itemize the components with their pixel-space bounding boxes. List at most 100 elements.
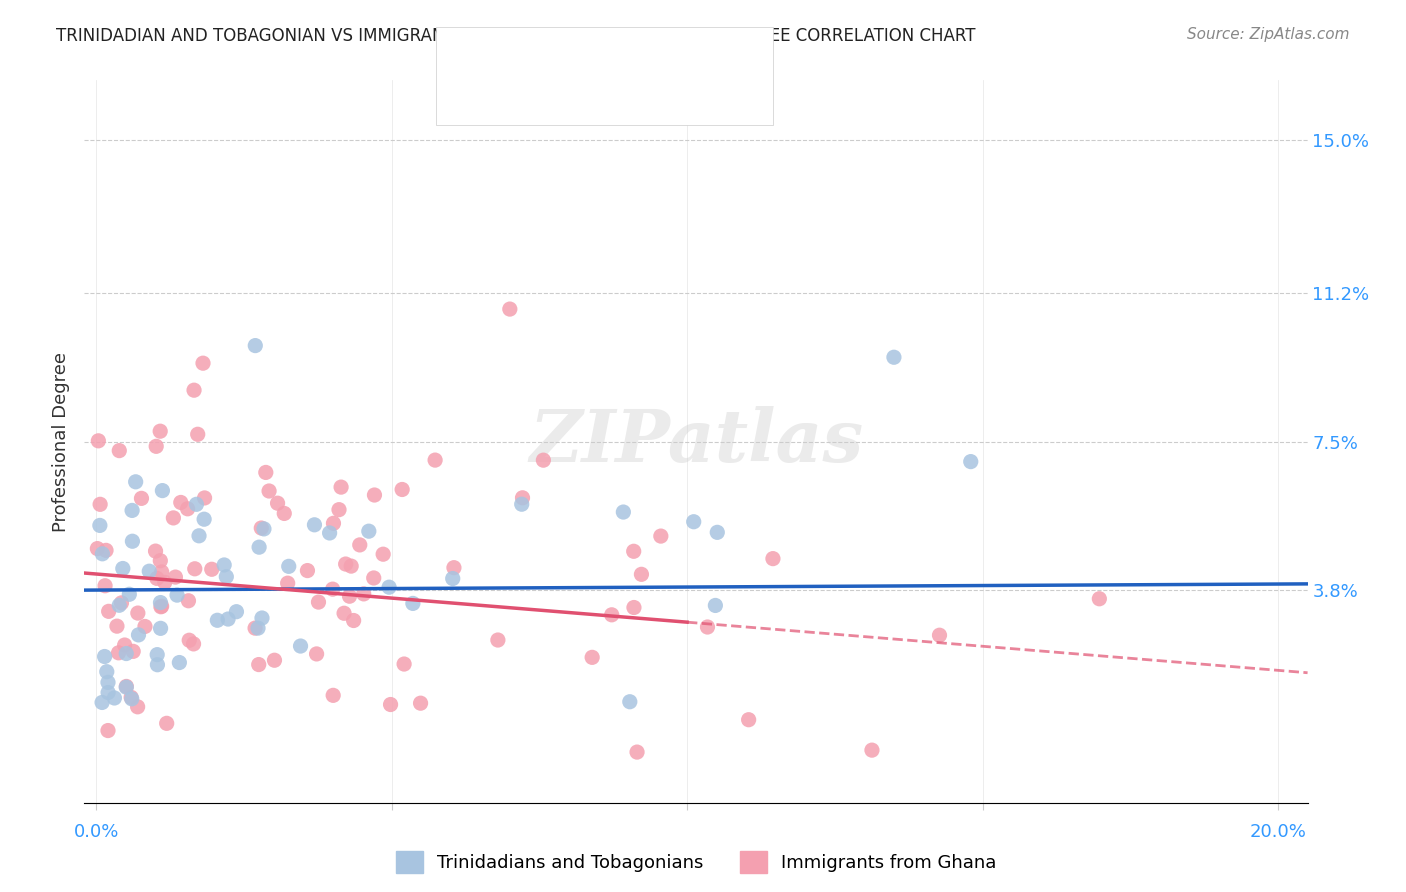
- Trinidadians and Tobagonians: [166, 588, 188, 602]
- Immigrants from Ghana: [97, 723, 120, 738]
- Immigrants from Ghana: [499, 301, 522, 317]
- Trinidadians and Tobagonians: [290, 639, 312, 653]
- Immigrants from Ghana: [146, 571, 169, 585]
- Immigrants from Ghana: [183, 383, 205, 397]
- Immigrants from Ghana: [322, 516, 344, 531]
- Text: Source: ZipAtlas.com: Source: ZipAtlas.com: [1187, 27, 1350, 42]
- Immigrants from Ghana: [409, 696, 432, 710]
- Immigrants from Ghana: [600, 607, 623, 622]
- Immigrants from Ghana: [162, 511, 184, 525]
- Immigrants from Ghana: [328, 502, 350, 516]
- Trinidadians and Tobagonians: [121, 691, 143, 706]
- Trinidadians and Tobagonians: [247, 540, 270, 554]
- Immigrants from Ghana: [145, 439, 167, 453]
- Trinidadians and Tobagonians: [128, 628, 150, 642]
- Trinidadians and Tobagonians: [169, 656, 191, 670]
- Immigrants from Ghana: [94, 543, 117, 558]
- Trinidadians and Tobagonians: [121, 534, 143, 549]
- Immigrants from Ghana: [131, 491, 153, 506]
- Immigrants from Ghana: [149, 599, 172, 614]
- Immigrants from Ghana: [110, 596, 132, 610]
- Trinidadians and Tobagonians: [91, 547, 114, 561]
- Immigrants from Ghana: [531, 453, 554, 467]
- Immigrants from Ghana: [623, 600, 645, 615]
- Trinidadians and Tobagonians: [152, 483, 174, 498]
- Trinidadians and Tobagonians: [883, 350, 905, 364]
- Trinidadians and Tobagonians: [146, 657, 169, 672]
- Immigrants from Ghana: [308, 595, 330, 609]
- Trinidadians and Tobagonians: [188, 529, 211, 543]
- Immigrants from Ghana: [335, 557, 357, 571]
- Immigrants from Ghana: [486, 633, 509, 648]
- Immigrants from Ghana: [127, 606, 149, 620]
- Immigrants from Ghana: [737, 713, 759, 727]
- Trinidadians and Tobagonians: [121, 503, 143, 517]
- Immigrants from Ghana: [134, 619, 156, 633]
- Immigrants from Ghana: [201, 562, 224, 576]
- Trinidadians and Tobagonians: [510, 497, 533, 511]
- Immigrants from Ghana: [153, 575, 176, 590]
- Immigrants from Ghana: [330, 480, 353, 494]
- Immigrants from Ghana: [183, 637, 205, 651]
- Immigrants from Ghana: [333, 607, 356, 621]
- Text: TRINIDADIAN AND TOBAGONIAN VS IMMIGRANTS FROM GHANA PROFESSIONAL DEGREE CORRELAT: TRINIDADIAN AND TOBAGONIAN VS IMMIGRANTS…: [56, 27, 976, 45]
- Trinidadians and Tobagonians: [277, 559, 299, 574]
- Immigrants from Ghana: [97, 604, 120, 618]
- Trinidadians and Tobagonians: [186, 497, 208, 511]
- Trinidadians and Tobagonians: [193, 512, 215, 526]
- Immigrants from Ghana: [191, 356, 214, 370]
- Immigrants from Ghana: [263, 653, 285, 667]
- Immigrants from Ghana: [257, 483, 280, 498]
- Trinidadians and Tobagonians: [402, 596, 425, 610]
- Immigrants from Ghana: [363, 488, 385, 502]
- Trinidadians and Tobagonians: [97, 685, 120, 699]
- Trinidadians and Tobagonians: [124, 475, 146, 489]
- Immigrants from Ghana: [322, 582, 344, 596]
- Immigrants from Ghana: [650, 529, 672, 543]
- Immigrants from Ghana: [149, 554, 172, 568]
- Immigrants from Ghana: [94, 579, 117, 593]
- Immigrants from Ghana: [156, 716, 179, 731]
- Trinidadians and Tobagonians: [250, 611, 273, 625]
- Immigrants from Ghana: [363, 571, 385, 585]
- Immigrants from Ghana: [247, 657, 270, 672]
- Immigrants from Ghana: [86, 541, 108, 556]
- Immigrants from Ghana: [150, 565, 173, 579]
- Trinidadians and Tobagonians: [146, 648, 169, 662]
- Trinidadians and Tobagonians: [97, 675, 120, 690]
- Immigrants from Ghana: [512, 491, 534, 505]
- Immigrants from Ghana: [89, 497, 111, 511]
- Immigrants from Ghana: [127, 699, 149, 714]
- Trinidadians and Tobagonians: [441, 572, 464, 586]
- Trinidadians and Tobagonians: [111, 561, 134, 575]
- Y-axis label: Professional Degree: Professional Degree: [52, 351, 70, 532]
- Text: R = -0.078   N = 92: R = -0.078 N = 92: [471, 82, 634, 100]
- Trinidadians and Tobagonians: [115, 680, 138, 694]
- Immigrants from Ghana: [108, 443, 131, 458]
- Immigrants from Ghana: [339, 589, 361, 603]
- Immigrants from Ghana: [187, 427, 209, 442]
- Immigrants from Ghana: [762, 551, 785, 566]
- Immigrants from Ghana: [343, 614, 366, 628]
- Immigrants from Ghana: [114, 638, 136, 652]
- Trinidadians and Tobagonians: [225, 605, 247, 619]
- Immigrants from Ghana: [277, 576, 299, 591]
- Trinidadians and Tobagonians: [149, 596, 172, 610]
- Trinidadians and Tobagonians: [682, 515, 704, 529]
- Trinidadians and Tobagonians: [91, 696, 114, 710]
- Trinidadians and Tobagonians: [108, 599, 131, 613]
- Immigrants from Ghana: [193, 491, 215, 505]
- Trinidadians and Tobagonians: [217, 612, 239, 626]
- Trinidadians and Tobagonians: [959, 454, 981, 469]
- Immigrants from Ghana: [243, 621, 266, 635]
- Trinidadians and Tobagonians: [89, 518, 111, 533]
- Trinidadians and Tobagonians: [704, 599, 727, 613]
- Trinidadians and Tobagonians: [253, 522, 276, 536]
- Immigrants from Ghana: [391, 483, 413, 497]
- Immigrants from Ghana: [105, 619, 128, 633]
- Immigrants from Ghana: [273, 507, 295, 521]
- Immigrants from Ghana: [349, 538, 371, 552]
- Immigrants from Ghana: [380, 698, 402, 712]
- Immigrants from Ghana: [626, 745, 648, 759]
- Immigrants from Ghana: [928, 628, 950, 642]
